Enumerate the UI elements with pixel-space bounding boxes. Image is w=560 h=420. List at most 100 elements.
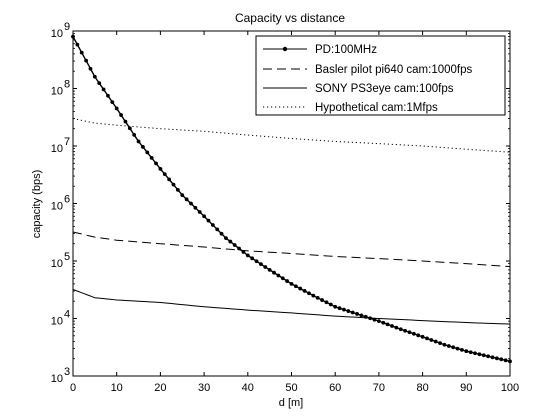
series-line-hypothetical <box>72 118 511 153</box>
pd-data-point <box>106 93 110 98</box>
series-layer <box>71 34 512 364</box>
pd-data-point <box>228 239 233 244</box>
pd-data-point <box>420 334 425 339</box>
y-tick-label: 10 <box>51 373 63 385</box>
pd-data-point <box>136 139 141 144</box>
y-tick-label: 10 <box>51 316 63 328</box>
y-tick-label: 10 <box>51 201 63 213</box>
pd-data-point <box>254 259 259 264</box>
pd-data-point <box>411 331 416 336</box>
pd-data-point <box>293 284 298 289</box>
pd-data-point <box>276 273 281 278</box>
pd-data-point <box>184 197 189 202</box>
pd-data-point <box>158 166 163 171</box>
pd-data-point <box>259 262 263 267</box>
pd-data-point <box>438 341 442 346</box>
x-tick-label: 70 <box>373 382 385 394</box>
y-tick-exponent: 6 <box>64 194 70 206</box>
x-tick-label: 30 <box>198 382 210 394</box>
pd-data-point <box>197 210 202 214</box>
pd-data-point <box>416 333 421 338</box>
pd-data-point <box>88 66 93 71</box>
pd-data-point <box>119 113 123 117</box>
x-tick-label: 0 <box>70 382 76 394</box>
pd-data-point <box>359 313 364 318</box>
pd-data-point <box>193 205 198 210</box>
pd-data-point <box>381 320 386 325</box>
pd-data-point <box>394 325 399 330</box>
pd-data-point <box>79 50 84 55</box>
pd-data-point <box>390 324 394 328</box>
pd-data-point <box>442 342 447 347</box>
x-tick-label: 80 <box>416 382 428 394</box>
x-tick-label: 40 <box>242 382 254 394</box>
x-tick-label: 60 <box>329 382 341 394</box>
pd-data-point <box>285 279 290 283</box>
series-line-sony <box>72 288 511 325</box>
pd-data-point <box>250 256 255 261</box>
pd-data-point <box>180 193 185 197</box>
pd-data-point <box>71 34 75 39</box>
pd-data-point <box>486 354 491 359</box>
pd-data-point <box>377 319 381 324</box>
pd-data-point <box>333 304 338 309</box>
y-tick-label: 10 <box>51 143 63 155</box>
pd-data-point <box>337 306 342 311</box>
pd-data-point <box>481 353 486 358</box>
x-tick-label: 50 <box>285 382 297 394</box>
legend-sample-marker <box>282 46 288 52</box>
y-tick-label: 10 <box>51 258 63 270</box>
y-tick-exponent: 5 <box>64 251 70 263</box>
pd-data-point <box>398 327 403 332</box>
pd-data-point <box>468 350 473 355</box>
pd-data-point <box>320 298 324 302</box>
pd-data-point <box>237 246 241 251</box>
pd-data-point <box>206 218 211 223</box>
pd-data-point <box>224 236 228 241</box>
pd-data-point <box>132 132 137 137</box>
pd-data-point <box>210 223 215 227</box>
pd-data-point <box>346 309 351 313</box>
pd-data-point <box>499 357 504 362</box>
pd-data-point <box>175 187 180 192</box>
pd-data-point <box>272 270 276 275</box>
pd-data-point <box>328 302 333 307</box>
pd-data-point <box>167 177 172 182</box>
pd-data-point <box>267 268 272 272</box>
pd-data-point <box>494 356 499 361</box>
y-tick-exponent: 4 <box>64 309 70 321</box>
pd-data-point <box>403 328 408 333</box>
pd-data-point <box>263 265 268 269</box>
y-tick-label: 10 <box>51 28 63 40</box>
pd-data-point <box>114 106 119 111</box>
legend-label-pd: PD:100MHz <box>315 44 377 56</box>
pd-data-point <box>342 307 346 312</box>
pd-data-point <box>145 150 150 155</box>
pd-data-point <box>407 330 412 335</box>
pd-data-point <box>84 58 89 63</box>
pd-data-point <box>355 312 359 316</box>
pd-data-point <box>189 201 193 206</box>
pd-data-point <box>149 156 154 160</box>
pd-data-point <box>324 300 329 305</box>
pd-data-point <box>127 126 132 131</box>
y-tick-exponent: 8 <box>64 79 70 91</box>
pd-data-point <box>429 338 434 342</box>
pd-data-point <box>202 214 207 219</box>
pd-data-point <box>171 182 176 187</box>
pd-data-point <box>315 295 320 300</box>
chart-title: Capacity vs distance <box>235 11 345 25</box>
pd-data-point <box>75 42 80 47</box>
pd-data-point <box>508 359 512 364</box>
legend-label-hypothetical: Hypothetical cam:1Mfps <box>315 102 438 114</box>
series-line-basler <box>72 231 511 268</box>
pd-data-point <box>298 286 303 291</box>
y-tick-exponent: 9 <box>64 21 70 33</box>
pd-data-point <box>245 253 250 258</box>
pd-data-point <box>460 348 464 352</box>
pd-data-point <box>154 161 158 166</box>
x-axis-label: d [m] <box>279 397 303 409</box>
legend-samples <box>263 46 307 108</box>
